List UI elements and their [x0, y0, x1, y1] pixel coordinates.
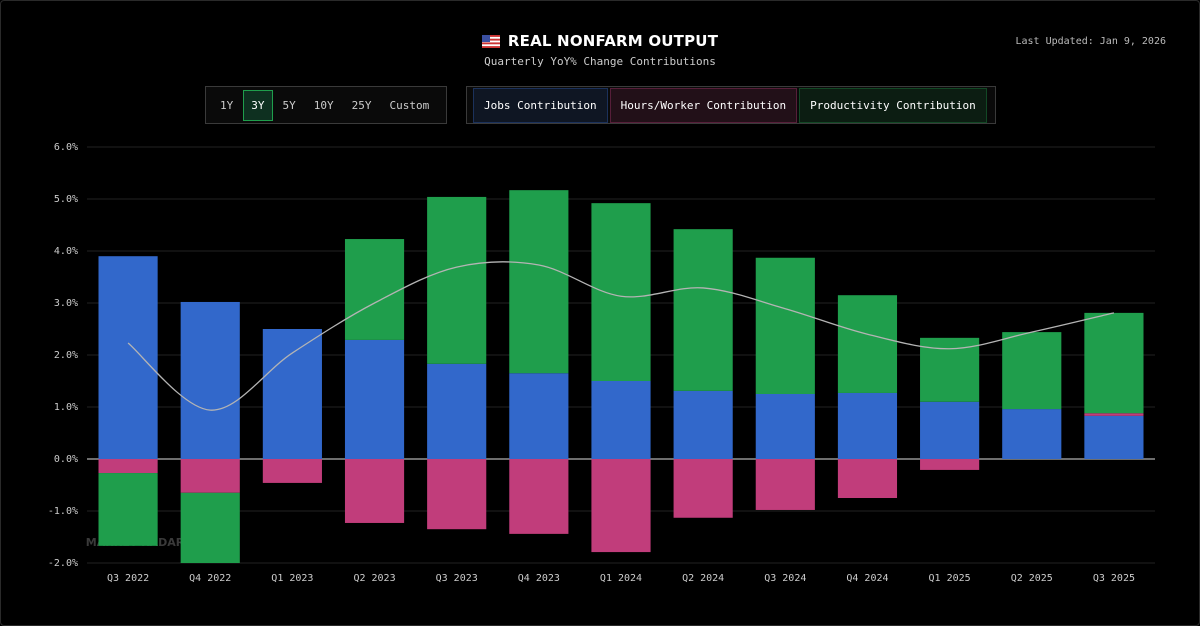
bar	[1002, 409, 1062, 459]
total-line	[127, 261, 1115, 411]
subtitle: Quarterly YoY% Change Contributions	[484, 55, 716, 68]
bar	[344, 339, 405, 459]
y-tick-label: 0.0%	[54, 454, 78, 465]
x-tick-label: Q1 2025	[929, 573, 971, 584]
range-button[interactable]: 25Y	[351, 98, 372, 112]
bar	[1084, 413, 1144, 416]
x-tick-label: Q4 2024	[846, 573, 888, 584]
x-tick-label: Q1 2024	[600, 573, 642, 584]
bar	[344, 459, 405, 523]
y-tick-label: 5.0%	[54, 194, 78, 205]
bar	[509, 459, 569, 534]
range-button[interactable]: 3Y	[243, 89, 273, 121]
bar	[427, 363, 487, 459]
bar	[837, 295, 898, 393]
y-tick-label: 1.0%	[54, 402, 78, 413]
y-tick-label: -2.0%	[48, 558, 78, 569]
bar	[180, 492, 240, 563]
bar	[755, 459, 815, 510]
range-button[interactable]: Custom	[389, 98, 430, 112]
y-tick-label: 4.0%	[54, 246, 78, 257]
y-tick-label: 2.0%	[54, 350, 78, 361]
x-tick-label: Q3 2024	[764, 573, 806, 584]
bar	[1002, 332, 1062, 410]
x-tick-label: Q3 2025	[1093, 573, 1135, 584]
legend-item[interactable]: Productivity Contribution	[799, 87, 987, 123]
bar	[180, 301, 240, 459]
legend-item[interactable]: Hours/Worker Contribution	[609, 87, 798, 123]
bar	[755, 394, 815, 459]
y-tick-label: 3.0%	[54, 298, 78, 309]
x-tick-label: Q4 2023	[518, 573, 560, 584]
x-tick-label: Q3 2023	[436, 573, 478, 584]
range-button[interactable]: 5Y	[282, 98, 296, 112]
bar	[509, 373, 569, 459]
bar	[509, 190, 569, 374]
bar	[427, 459, 487, 530]
flag-icon	[481, 35, 500, 48]
title-text: REAL NONFARM OUTPUT	[507, 32, 719, 50]
range-button[interactable]: 1Y	[220, 98, 234, 112]
bar	[920, 401, 980, 459]
bar	[98, 473, 158, 546]
x-tick-label: Q2 2025	[1011, 573, 1053, 584]
x-tick-label: Q1 2023	[271, 573, 313, 584]
x-tick-label: Q4 2022	[189, 573, 231, 584]
bar	[837, 392, 898, 459]
x-tick-label: Q2 2023	[353, 573, 395, 584]
bar	[344, 239, 405, 340]
bar	[673, 390, 733, 459]
bar	[98, 256, 158, 459]
chart-title: REAL NONFARM OUTPUT	[0, 32, 1200, 50]
x-tick-label: Q3 2022	[107, 573, 149, 584]
bar	[673, 229, 733, 391]
bar	[180, 459, 240, 493]
bar	[1084, 415, 1144, 459]
legend-item[interactable]: Jobs Contribution	[473, 87, 608, 123]
range-selector: 1Y 3Y 5Y 10Y 25Y Custom	[205, 86, 447, 124]
bar	[262, 329, 322, 459]
bar	[262, 459, 322, 483]
y-tick-label: 6.0%	[54, 142, 78, 153]
bar	[755, 257, 815, 394]
bar	[591, 203, 651, 381]
y-tick-label: -1.0%	[48, 506, 78, 517]
legend: Jobs Contribution Hours/Worker Contributi…	[466, 86, 996, 124]
bar	[673, 459, 733, 518]
bar	[591, 459, 651, 553]
last-updated: Last Updated: Jan 9, 2026	[1015, 36, 1166, 47]
bar	[837, 459, 898, 498]
bar	[591, 381, 651, 459]
x-tick-label: Q2 2024	[682, 573, 724, 584]
range-button[interactable]: 10Y	[313, 98, 334, 112]
bar	[920, 459, 980, 470]
bar	[1084, 312, 1144, 414]
bar	[427, 196, 487, 364]
bar	[98, 459, 158, 474]
